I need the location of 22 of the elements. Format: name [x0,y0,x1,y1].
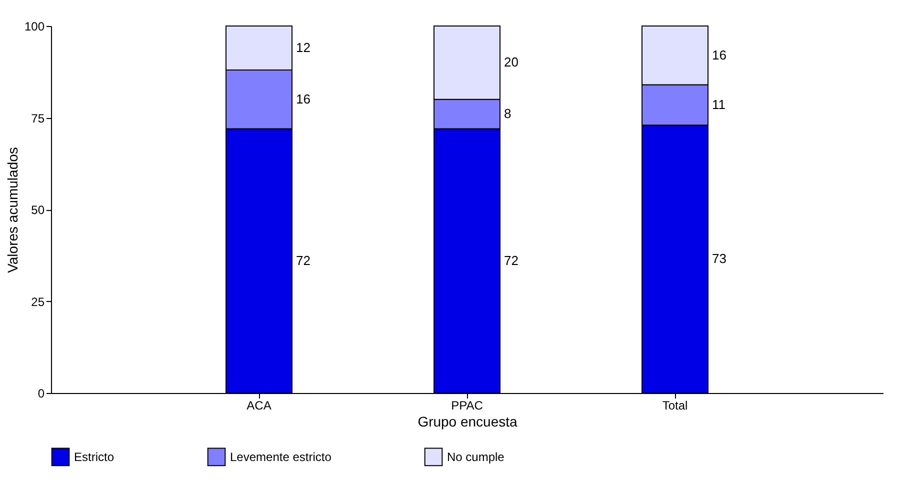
data-label: 16 [712,47,726,62]
data-label: 8 [504,106,512,122]
data-label: 11 [712,96,726,112]
data-label: 73 [712,251,726,266]
data-label: 16 [296,91,310,106]
legend-label: Estricto [74,450,114,464]
y-tick-label: 50 [31,203,45,217]
x-axis-title: Grupo encuesta [418,414,518,430]
legend-label: Levemente estricto [230,450,332,464]
data-label: 72 [296,252,310,268]
y-tick-label: 0 [38,386,45,400]
y-tick-label: 100 [24,20,45,34]
legend-label: No cumple [447,450,505,464]
y-tick-label: 25 [31,294,45,309]
y-tick-label: 75 [31,111,45,126]
y-axis-title: Valores acumulados [4,147,20,273]
x-tick-label: Total [662,398,688,412]
x-tick-label: PPAC [451,398,484,412]
data-label: 12 [296,40,310,56]
data-label: 20 [504,54,518,70]
x-tick-label: ACA [246,398,272,412]
data-label: 72 [504,252,518,268]
